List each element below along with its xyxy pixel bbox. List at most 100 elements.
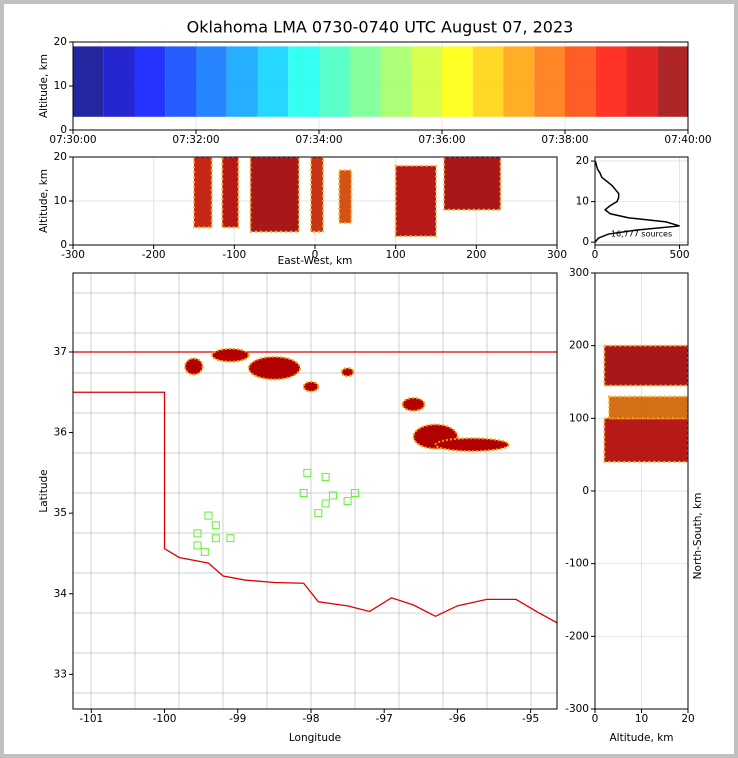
y-axis-label: Latitude — [38, 469, 50, 512]
station — [193, 541, 202, 550]
x-tick-label: 07:40:00 — [664, 134, 711, 146]
y-tick-label: 200 — [569, 340, 589, 352]
station — [204, 511, 213, 520]
plot-frame — [72, 272, 558, 710]
station — [321, 472, 330, 481]
x-tick-label: 20 — [681, 713, 694, 725]
y-tick-label: 35 — [54, 507, 67, 519]
x-axis-label: Altitude, km — [609, 732, 673, 744]
plot-frame — [594, 156, 689, 246]
station — [211, 521, 220, 530]
station — [321, 499, 330, 508]
x-tick-label: 0 — [312, 249, 319, 261]
y-tick-label: 10 — [576, 196, 589, 208]
source-cluster — [443, 157, 502, 211]
x-tick-label: 10 — [635, 713, 648, 725]
y-tick-label: 33 — [54, 668, 67, 680]
source-cluster — [211, 347, 250, 363]
source-band — [165, 46, 196, 117]
y-tick-label: 10 — [54, 195, 67, 207]
y-tick-label: 37 — [54, 346, 67, 358]
source-band — [134, 46, 166, 117]
y-axis-label: North-South, km — [692, 493, 704, 580]
x-tick-label: 0 — [592, 249, 599, 261]
source-cluster — [603, 417, 688, 463]
station — [226, 534, 235, 543]
y-tick-label: 100 — [569, 412, 589, 424]
x-tick-label: -101 — [79, 713, 103, 725]
source-band — [411, 46, 442, 117]
source-cluster — [401, 396, 426, 412]
x-tick-label: 07:38:00 — [541, 134, 588, 146]
y-tick-label: 0 — [582, 485, 589, 497]
y-tick-label: -300 — [565, 703, 589, 715]
source-band — [565, 46, 596, 117]
x-tick-label: 100 — [386, 249, 406, 261]
y-tick-label: 20 — [54, 36, 67, 48]
x-tick-label: 07:36:00 — [418, 134, 465, 146]
y-tick-label: 0 — [582, 236, 589, 248]
x-tick-label: 07:30:00 — [49, 134, 96, 146]
x-tick-label: 500 — [670, 249, 690, 261]
y-tick-label: 20 — [54, 151, 67, 163]
station — [328, 491, 337, 500]
source-band — [657, 46, 688, 117]
x-tick-label: -300 — [61, 249, 85, 261]
source-cluster — [221, 157, 240, 229]
source-cluster — [394, 164, 437, 238]
source-band — [380, 46, 412, 117]
source-band — [288, 46, 319, 117]
y-axis-label: Altitude, km — [38, 54, 50, 118]
y-tick-label: -100 — [565, 558, 589, 570]
source-band — [595, 46, 627, 117]
x-tick-label: -99 — [229, 713, 246, 725]
y-tick-label: 10 — [54, 80, 67, 92]
x-tick-label: -95 — [522, 713, 539, 725]
x-tick-label: 300 — [547, 249, 567, 261]
source-band — [257, 46, 289, 117]
x-tick-label: -97 — [376, 713, 393, 725]
source-cluster — [193, 157, 213, 229]
source-cluster — [603, 344, 688, 387]
source-band — [442, 46, 473, 117]
x-axis-label: Longitude — [289, 732, 341, 744]
source-band — [103, 46, 135, 117]
source-cluster — [309, 157, 325, 233]
station — [200, 547, 209, 556]
source-band — [534, 46, 565, 117]
station — [350, 489, 359, 498]
station — [211, 534, 220, 543]
y-tick-label: -200 — [565, 630, 589, 642]
x-tick-label: -98 — [302, 713, 319, 725]
source-band — [472, 46, 504, 117]
source-cluster — [338, 169, 353, 224]
state-border — [73, 391, 557, 624]
source-band — [349, 46, 381, 117]
station — [193, 529, 202, 538]
y-tick-label: 300 — [569, 267, 589, 279]
source-cluster — [302, 380, 320, 393]
source-cluster — [184, 357, 204, 376]
x-axis-label: East-West, km — [278, 255, 353, 267]
source-cluster — [340, 367, 355, 378]
y-tick-label: 0 — [60, 239, 67, 251]
station — [299, 489, 308, 498]
x-tick-label: -200 — [142, 249, 166, 261]
source-band — [503, 46, 535, 117]
x-tick-label: -100 — [153, 713, 177, 725]
x-tick-label: 07:32:00 — [172, 134, 219, 146]
y-tick-label: 20 — [576, 155, 589, 167]
chart-title: Oklahoma LMA 0730-0740 UTC August 07, 20… — [187, 18, 574, 37]
y-tick-label: 36 — [54, 427, 68, 439]
source-cluster — [249, 157, 300, 233]
source-band — [196, 46, 227, 117]
source-band — [226, 46, 258, 117]
x-tick-label: -100 — [222, 249, 246, 261]
station — [303, 468, 312, 477]
y-axis-label: Altitude, km — [38, 169, 50, 233]
x-tick-label: -96 — [449, 713, 466, 725]
source-cluster — [607, 395, 688, 420]
altitude-profile — [595, 160, 680, 243]
station — [343, 497, 352, 506]
